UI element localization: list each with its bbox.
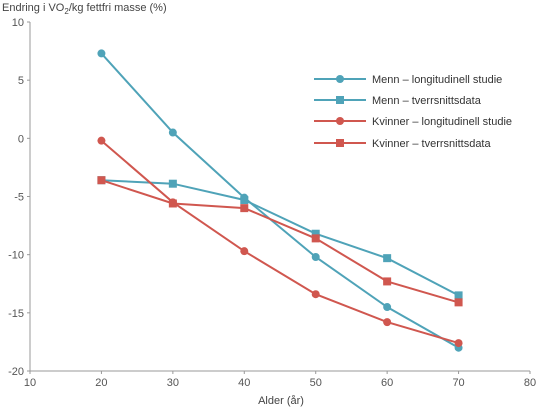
y-tick-label-neg15: -15 [8, 308, 24, 320]
data-point-kvinner-tverrsnitt-40 [240, 204, 249, 213]
x-tick-label-70: 70 [452, 377, 464, 389]
series-line-menn-longitudinell [100, 52, 460, 349]
series-line-kvinner-tverrsnitt [101, 179, 459, 304]
axes [27, 21, 531, 374]
y-axis-label: Endring i VO2/kg fettfri masse (%) [2, 2, 167, 16]
legend-marker-kvinner-tverrsnitt [336, 139, 344, 147]
data-point-menn-tverrsnitt-60 [383, 254, 392, 263]
y-ticks: 10 5 0 -5 -10 -15 -20 [8, 17, 24, 378]
legend-marker-menn-longitudinell [336, 75, 344, 83]
legend-marker-kvinner-longitudinell [336, 117, 344, 125]
data-point-kvinner-longitudinell-20 [97, 136, 106, 145]
data-point-kvinner-longitudinell-70 [454, 339, 463, 348]
y-axis-label-part-2: /kg fettfri masse (%) [69, 2, 167, 14]
legend-entry-kvinner-tverrsnitt: Kvinner – tverrsnittsdata [314, 138, 491, 150]
y-tick-label-neg20: -20 [8, 366, 24, 378]
legend-marker-menn-tverrsnitt [336, 96, 344, 104]
series-line-menn-tverrsnitt [101, 179, 460, 297]
y-axis-label-part-1: Endring i VO [2, 2, 65, 14]
y-tick-label-10: 10 [12, 17, 24, 29]
y-tick-label-0: 0 [18, 133, 24, 145]
x-tick-label-50: 50 [310, 377, 322, 389]
data-point-menn-longitudinell-60 [383, 303, 392, 312]
data-point-kvinner-tverrsnitt-60 [383, 277, 392, 286]
legend-label-kvinner-longitudinell: Kvinner – longitudinell studie [372, 116, 512, 128]
data-point-menn-longitudinell-30 [168, 128, 177, 137]
series-line-kvinner-longitudinell [100, 139, 459, 345]
x-tick-label-40: 40 [238, 377, 250, 389]
x-tick-label-60: 60 [381, 377, 393, 389]
data-point-kvinner-longitudinell-60 [383, 318, 392, 327]
legend-entry-menn-tverrsnitt: Menn – tverrsnittsdata [314, 95, 482, 107]
data-point-menn-tverrsnitt-40 [240, 195, 249, 204]
y-axis-label-subscript: 2 [64, 7, 69, 16]
y-tick-label-neg5: -5 [14, 192, 24, 204]
x-axis-label: Alder (år) [258, 395, 304, 407]
legend-label-menn-tverrsnitt: Menn – tverrsnittsdata [372, 95, 482, 107]
x-tick-label-10: 10 [24, 377, 36, 389]
data-point-kvinner-longitudinell-50 [311, 290, 320, 299]
data-point-kvinner-longitudinell-40 [240, 247, 249, 256]
x-tick-label-20: 20 [95, 377, 107, 389]
data-point-kvinner-tverrsnitt-70 [454, 298, 463, 307]
data-point-menn-tverrsnitt-50 [311, 229, 320, 238]
y-tick-label-neg10: -10 [8, 250, 24, 262]
legend: Menn – longitudinell studie Menn – tverr… [314, 74, 512, 150]
y-tick-label-5: 5 [18, 75, 24, 87]
data-point-menn-tverrsnitt-30 [168, 179, 177, 188]
data-point-menn-longitudinell-50 [311, 252, 320, 261]
legend-label-kvinner-tverrsnitt: Kvinner – tverrsnittsdata [372, 138, 491, 150]
plot-series [97, 49, 463, 352]
data-point-kvinner-tverrsnitt-50 [311, 234, 320, 243]
legend-entry-kvinner-longitudinell: Kvinner – longitudinell studie [314, 116, 512, 128]
x-tick-label-80: 80 [524, 377, 536, 389]
x-tick-label-30: 30 [167, 377, 179, 389]
data-point-kvinner-tverrsnitt-30 [168, 199, 177, 208]
data-point-menn-longitudinell-20 [97, 49, 106, 58]
legend-label-menn-longitudinell: Menn – longitudinell studie [372, 74, 502, 86]
legend-entry-menn-longitudinell: Menn – longitudinell studie [314, 74, 502, 86]
data-point-kvinner-tverrsnitt-20 [97, 176, 106, 185]
x-ticks: 10 20 30 40 50 60 70 80 [24, 377, 536, 389]
data-point-menn-tverrsnitt-70 [454, 291, 463, 300]
